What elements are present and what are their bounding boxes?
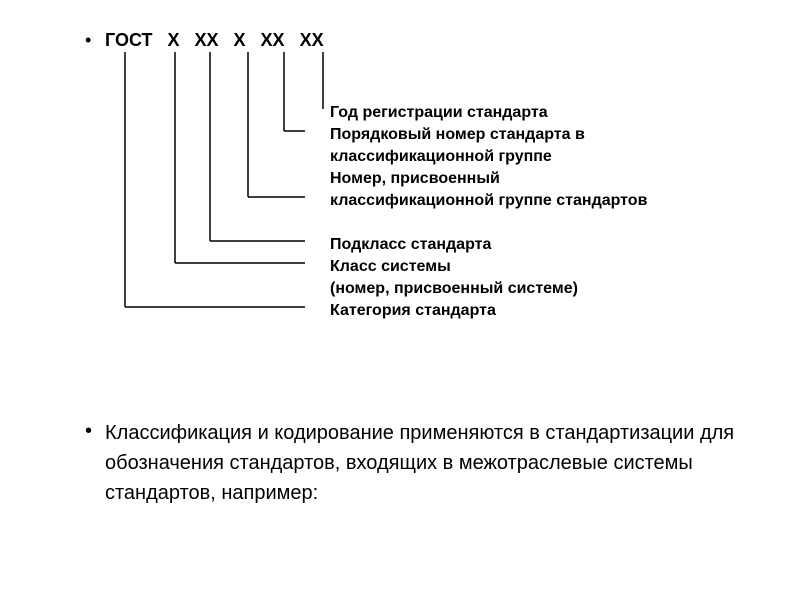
label-group-b: классификационной группе стандартов [330, 190, 647, 212]
label-year: Год регистрации стандарта [330, 102, 548, 124]
label-class-b: (номер, присвоенный системе) [330, 278, 578, 300]
label-seq-a: Порядковый номер стандарта в [330, 124, 585, 146]
bottom-bullet: • [85, 420, 92, 443]
label-group-a: Номер, присвоенный [330, 168, 500, 190]
label-category: Категория стандарта [330, 300, 496, 322]
bottom-paragraph: Классификация и кодирование применяются … [105, 418, 745, 508]
label-subclass: Подкласс стандарта [330, 234, 491, 256]
header-bullet: • [85, 30, 91, 51]
label-seq-b: классификационной группе [330, 146, 552, 168]
header-code: ГОСТ Х ХХ Х ХХ ХХ [105, 30, 324, 51]
label-class-a: Класс системы [330, 256, 451, 278]
